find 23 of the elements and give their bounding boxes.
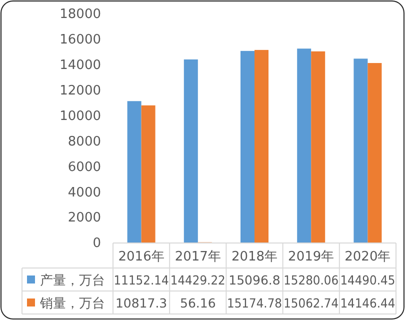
- legend-label: 销量，万台: [39, 296, 105, 312]
- y-tick-label: 4000: [68, 185, 101, 200]
- y-tick-label: 14000: [60, 58, 101, 74]
- data-label: 15096.8: [228, 272, 280, 288]
- x-tick-label: 2018年: [231, 250, 278, 264]
- data-label: 14146.44: [340, 296, 400, 310]
- data-label: 14490.45: [340, 272, 400, 288]
- data-label: 10817.3: [115, 296, 168, 310]
- x-tick-label: 2019年: [288, 250, 334, 264]
- x-tick-label: 2016年: [118, 250, 164, 264]
- y-tick-label: 6000: [68, 160, 101, 175]
- y-tick-label: 0: [92, 236, 101, 252]
- data-label: 56.16: [180, 296, 216, 310]
- y-tick-label: 2000: [68, 210, 101, 226]
- y-tick-label: 18000: [60, 7, 101, 22]
- data-label: 14429.22: [170, 272, 230, 288]
- x-tick-label: 2017年: [174, 250, 221, 264]
- legend-label: 产量，万台: [40, 274, 105, 288]
- x-tick-label: 2020年: [344, 250, 391, 264]
- y-tick-label: 10000: [60, 108, 101, 124]
- y-tick-label: 16000: [60, 32, 101, 48]
- y-tick-label: 12000: [60, 83, 101, 98]
- y-tick-label: 8000: [68, 134, 101, 150]
